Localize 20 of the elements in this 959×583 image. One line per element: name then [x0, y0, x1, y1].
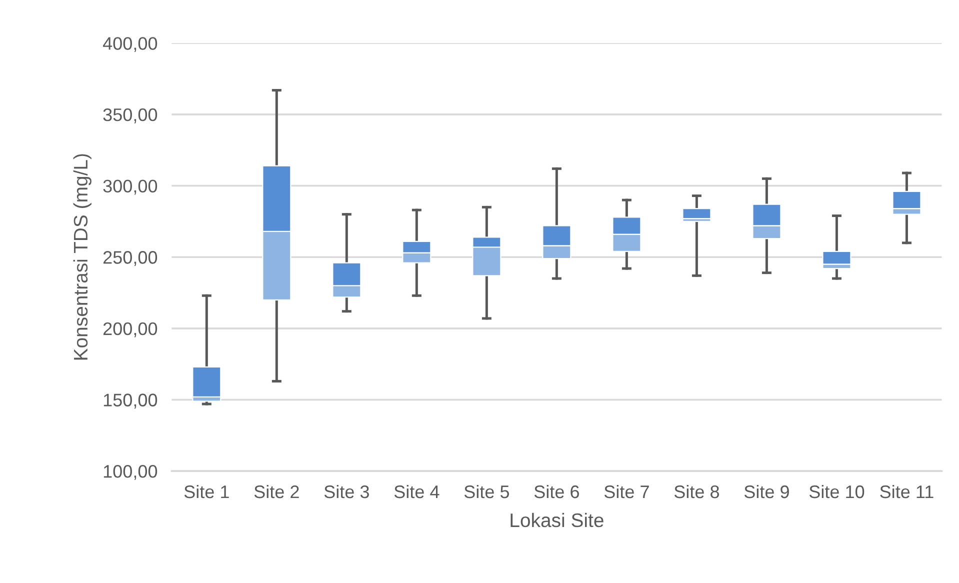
- x-tick-label: Site 8: [674, 484, 720, 498]
- y-tick-label: 150,00: [104, 394, 158, 409]
- y-tick-label: 100,00: [104, 465, 158, 480]
- x-tick-label: Site 2: [254, 484, 299, 498]
- x-tick-label: Site 9: [744, 484, 789, 498]
- x-tick-label: Site 1: [184, 484, 229, 498]
- y-tick-label: 200,00: [103, 322, 158, 338]
- x-tick-label: Site 4: [394, 484, 440, 498]
- x-tick-label: Site 5: [464, 484, 510, 498]
- x-tick-label: Site 10: [809, 484, 864, 498]
- x-tick-label: Site 6: [534, 484, 579, 498]
- y-tick-label: 300,00: [103, 180, 158, 195]
- y-axis-title: Konsentrasi TDS (mg/L): [73, 154, 92, 360]
- y-tick-label: 400,00: [102, 37, 158, 52]
- x-axis-title: Lokasi Site: [510, 512, 604, 528]
- x-tick-label: Site 7: [604, 484, 649, 498]
- x-tick-label: Site 11: [880, 484, 934, 498]
- y-tick-label: 250,00: [103, 251, 158, 266]
- x-tick-label: Site 3: [324, 484, 369, 498]
- y-tick-label: 350,00: [103, 108, 158, 124]
